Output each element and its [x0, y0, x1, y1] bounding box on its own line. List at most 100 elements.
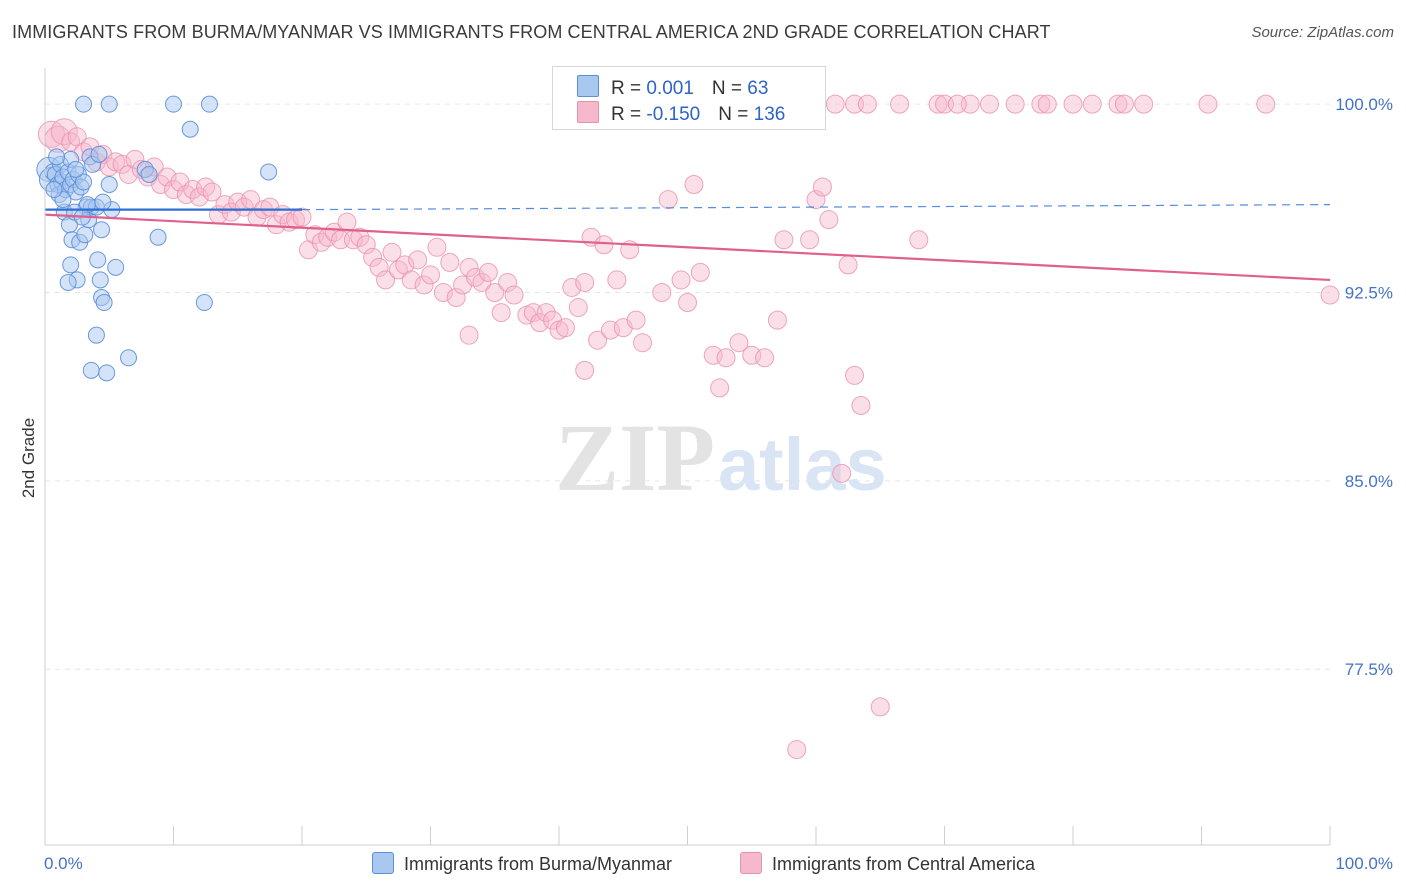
- legend-swatch-blue: [372, 852, 394, 874]
- central-america-point: [928, 94, 948, 114]
- central-america-point: [800, 230, 820, 250]
- central-america-point: [414, 275, 434, 295]
- legend-item-burma[interactable]: Immigrants from Burma/Myanmar: [372, 852, 672, 875]
- burma-point: [94, 193, 112, 211]
- central-america-point: [1037, 94, 1057, 114]
- burma-point: [75, 173, 93, 191]
- central-america-point: [491, 303, 511, 323]
- central-america-point: [324, 222, 344, 242]
- central-america-point: [1134, 94, 1154, 114]
- burma-point: [100, 176, 118, 194]
- central-america-point: [478, 262, 498, 282]
- central-america-point: [408, 250, 428, 270]
- central-america-point: [710, 378, 730, 398]
- legend-label-burma: Immigrants from Burma/Myanmar: [404, 854, 673, 874]
- central-america-point: [164, 180, 183, 200]
- central-america-point: [1108, 94, 1128, 114]
- burma-point: [195, 294, 213, 312]
- central-america-point: [979, 94, 999, 114]
- central-america-point: [350, 227, 370, 247]
- central-america-point: [607, 270, 627, 290]
- central-america-point: [401, 270, 421, 290]
- central-america-point: [947, 94, 967, 114]
- central-america-point: [806, 190, 826, 210]
- burma-point: [95, 294, 113, 312]
- legend-label-central-america: Immigrants from Central America: [772, 854, 1036, 874]
- burma-point: [62, 256, 80, 274]
- central-america-trend-line: [44, 213, 1331, 282]
- central-america-point: [1005, 94, 1025, 114]
- central-america-point: [1256, 94, 1276, 114]
- central-america-point: [536, 303, 556, 323]
- y-tick-label: 92.5%: [1345, 283, 1393, 302]
- legend-r-value: 0.001: [646, 78, 694, 99]
- legend-n-value: 63: [747, 78, 769, 99]
- central-america-point: [1114, 94, 1134, 114]
- x-tick-label-min: 0.0%: [44, 854, 83, 873]
- central-america-point: [382, 242, 402, 262]
- burma-point: [98, 364, 116, 382]
- central-america-point: [196, 177, 216, 197]
- central-america-point: [440, 252, 460, 272]
- central-america-point: [671, 270, 691, 290]
- burma-point: [107, 258, 125, 276]
- y-tick-labels: 100.0% 92.5% 85.0% 77.5%: [1335, 95, 1393, 679]
- central-america-point: [594, 235, 614, 255]
- central-america-point: [626, 310, 646, 330]
- central-america-point: [633, 333, 653, 353]
- legend-swatch-pink: [577, 101, 599, 123]
- y-tick-label: 85.0%: [1345, 472, 1393, 491]
- y-axis-label: 2nd Grade: [19, 418, 38, 498]
- watermark-zip: ZIP: [555, 404, 715, 511]
- central-america-point: [690, 262, 710, 282]
- central-america-point: [575, 272, 595, 292]
- watermark-atlas: atlas: [718, 423, 887, 506]
- central-america-point: [819, 210, 839, 230]
- central-america-point: [767, 310, 787, 330]
- trend-lines: [44, 203, 1331, 282]
- burma-point: [200, 95, 218, 113]
- central-america-point: [202, 182, 222, 202]
- central-america-point: [337, 212, 357, 232]
- legend-item-central-america[interactable]: Immigrants from Central America: [740, 852, 1035, 875]
- burma-point: [90, 145, 108, 163]
- burma-point: [140, 165, 158, 183]
- legend-n-value: 136: [753, 104, 786, 125]
- central-america-point: [870, 697, 890, 717]
- central-america-point: [812, 177, 832, 197]
- central-america-point: [909, 230, 929, 250]
- central-america-point: [1031, 94, 1051, 114]
- source-label: Source: ZipAtlas.com: [1251, 24, 1394, 41]
- central-america-point: [50, 118, 78, 146]
- burma-point: [89, 251, 107, 269]
- burma-point: [120, 349, 138, 367]
- central-america-point: [575, 360, 595, 380]
- burma-point: [93, 221, 111, 239]
- central-america-point: [356, 235, 376, 255]
- central-america-point: [562, 277, 582, 297]
- burma-point: [260, 163, 278, 181]
- central-america-point: [1320, 285, 1340, 305]
- legend-r-label: R =: [611, 104, 647, 125]
- burma-point: [181, 120, 199, 138]
- central-america-point: [787, 740, 807, 760]
- central-america-point: [652, 282, 672, 302]
- central-america-point: [472, 272, 492, 292]
- central-america-point: [388, 260, 408, 280]
- legend-r-value: -0.150: [646, 104, 701, 125]
- central-america-point: [221, 202, 241, 222]
- central-america-point: [376, 270, 396, 290]
- central-america-point: [234, 197, 254, 217]
- central-america-point: [465, 267, 485, 287]
- legend-row-central-america: R = -0.150 N = 136: [577, 101, 785, 127]
- stats-legend: R = 0.001 N = 63 R = -0.150 N = 136: [552, 66, 826, 130]
- central-america-point: [363, 247, 383, 267]
- central-america-point: [658, 190, 678, 210]
- burma-point: [59, 273, 77, 291]
- central-america-point: [427, 237, 447, 257]
- central-america-point: [459, 257, 479, 277]
- central-america-point: [857, 94, 877, 114]
- central-america-point: [61, 132, 81, 152]
- central-america-point: [890, 94, 910, 114]
- central-america-point: [755, 348, 775, 368]
